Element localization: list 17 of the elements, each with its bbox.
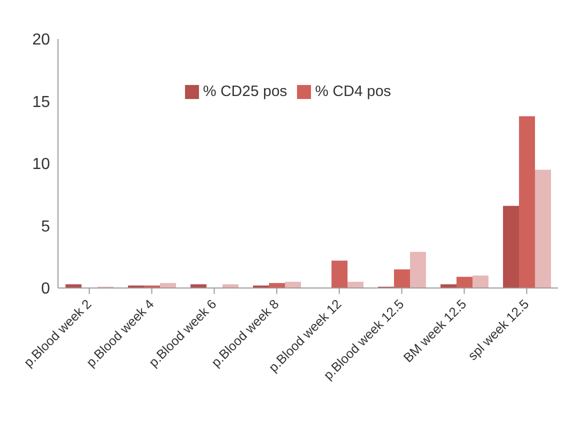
bar [332, 260, 348, 288]
y-tick-label: 10 [32, 156, 50, 174]
y-tick-label: 20 [32, 32, 50, 49]
y-tick-label: 15 [32, 94, 50, 111]
bar [535, 170, 551, 288]
legend-label: % CD25 pos [202, 83, 288, 100]
bar [472, 276, 488, 288]
bar [410, 252, 426, 288]
bar [160, 283, 176, 288]
bar [519, 116, 535, 288]
bar [394, 269, 410, 288]
y-tick-label: 5 [41, 218, 50, 236]
bar [503, 206, 519, 288]
y-tick-label: 0 [41, 280, 50, 298]
legend-label: % CD4 pos [315, 83, 392, 100]
bar [456, 276, 472, 288]
bar [269, 283, 285, 288]
